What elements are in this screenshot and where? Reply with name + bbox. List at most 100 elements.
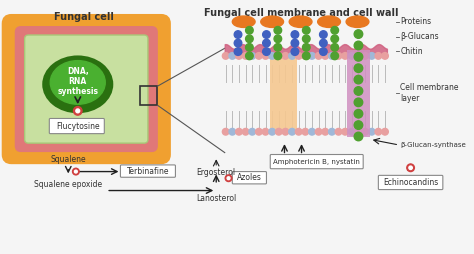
Circle shape	[291, 48, 299, 55]
Circle shape	[274, 26, 282, 34]
Bar	[347, 50, 370, 137]
Circle shape	[354, 132, 363, 141]
Circle shape	[229, 53, 236, 59]
Circle shape	[73, 107, 82, 115]
Circle shape	[315, 53, 322, 59]
Circle shape	[234, 48, 242, 55]
Circle shape	[354, 30, 363, 38]
FancyBboxPatch shape	[120, 165, 175, 177]
Circle shape	[319, 39, 327, 47]
Circle shape	[355, 53, 362, 59]
Ellipse shape	[318, 16, 340, 27]
Circle shape	[302, 35, 310, 43]
Text: Fungal cell: Fungal cell	[54, 12, 113, 22]
Circle shape	[331, 52, 338, 60]
Circle shape	[295, 53, 302, 59]
Circle shape	[225, 175, 232, 182]
Circle shape	[255, 53, 262, 59]
Circle shape	[348, 129, 355, 135]
Circle shape	[222, 53, 229, 59]
Circle shape	[335, 129, 342, 135]
Circle shape	[74, 170, 77, 173]
Circle shape	[262, 53, 269, 59]
Circle shape	[76, 109, 80, 113]
Circle shape	[302, 53, 309, 59]
Text: Chitin: Chitin	[400, 47, 423, 56]
Circle shape	[302, 26, 310, 34]
Text: Squalene: Squalene	[50, 155, 86, 164]
Circle shape	[368, 129, 375, 135]
Circle shape	[382, 53, 388, 59]
Circle shape	[322, 129, 328, 135]
Text: Proteins: Proteins	[400, 17, 431, 26]
Circle shape	[354, 98, 363, 107]
Circle shape	[355, 129, 362, 135]
Text: Terbinafine: Terbinafine	[127, 167, 169, 176]
Circle shape	[319, 31, 327, 38]
Circle shape	[335, 53, 342, 59]
Circle shape	[375, 53, 382, 59]
Circle shape	[263, 39, 270, 47]
Circle shape	[331, 26, 338, 34]
Circle shape	[354, 109, 363, 118]
Circle shape	[291, 39, 299, 47]
Ellipse shape	[50, 61, 105, 104]
Circle shape	[342, 53, 348, 59]
Circle shape	[354, 121, 363, 129]
Text: Echinocandins: Echinocandins	[383, 178, 438, 187]
Circle shape	[407, 164, 414, 171]
Ellipse shape	[289, 16, 312, 27]
Ellipse shape	[232, 16, 255, 27]
Circle shape	[309, 53, 315, 59]
Circle shape	[354, 87, 363, 95]
Circle shape	[255, 129, 262, 135]
Ellipse shape	[44, 57, 112, 112]
Circle shape	[246, 35, 253, 43]
FancyBboxPatch shape	[232, 171, 266, 184]
Circle shape	[236, 53, 242, 59]
Circle shape	[291, 31, 299, 38]
Circle shape	[282, 129, 289, 135]
Text: Fungal cell membrane and cell wall: Fungal cell membrane and cell wall	[204, 8, 399, 19]
Circle shape	[309, 129, 315, 135]
Circle shape	[275, 129, 282, 135]
FancyBboxPatch shape	[25, 35, 148, 143]
Circle shape	[269, 129, 275, 135]
Circle shape	[375, 129, 382, 135]
Ellipse shape	[346, 16, 369, 27]
Circle shape	[274, 52, 282, 60]
Circle shape	[246, 26, 253, 34]
Circle shape	[246, 43, 253, 51]
Circle shape	[382, 129, 388, 135]
Circle shape	[222, 129, 229, 135]
Circle shape	[269, 53, 275, 59]
Circle shape	[263, 48, 270, 55]
Circle shape	[249, 129, 255, 135]
Text: Ergosterol: Ergosterol	[197, 168, 236, 177]
Circle shape	[354, 41, 363, 50]
Circle shape	[295, 129, 302, 135]
Text: Cell membrane
layer: Cell membrane layer	[400, 83, 459, 103]
Circle shape	[409, 166, 412, 169]
Circle shape	[328, 53, 335, 59]
Circle shape	[274, 43, 282, 51]
Circle shape	[302, 43, 310, 51]
Circle shape	[342, 129, 348, 135]
Circle shape	[322, 53, 328, 59]
Circle shape	[236, 129, 242, 135]
Circle shape	[362, 129, 368, 135]
Text: DNA,
RNA
synthesis: DNA, RNA synthesis	[57, 67, 98, 96]
Text: Squalene epoxide: Squalene epoxide	[34, 180, 102, 189]
Circle shape	[234, 39, 242, 47]
Circle shape	[354, 53, 363, 61]
Circle shape	[242, 129, 249, 135]
Circle shape	[229, 129, 236, 135]
Circle shape	[319, 48, 327, 55]
Circle shape	[302, 129, 309, 135]
Circle shape	[315, 129, 322, 135]
Circle shape	[246, 52, 253, 60]
FancyBboxPatch shape	[270, 154, 363, 169]
Circle shape	[328, 129, 335, 135]
Circle shape	[289, 53, 295, 59]
Circle shape	[274, 35, 282, 43]
